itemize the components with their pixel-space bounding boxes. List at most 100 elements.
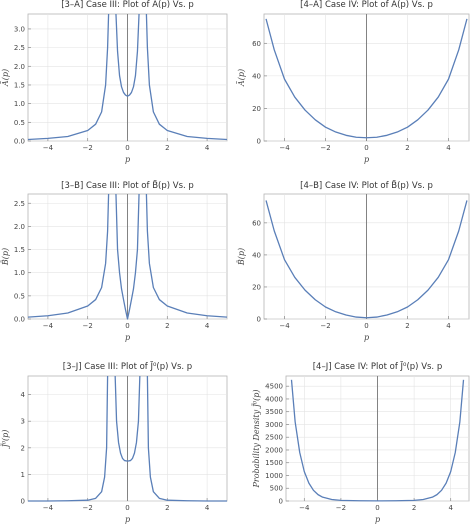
x-tick-label: −4: [43, 504, 54, 512]
x-axis-label: p: [125, 333, 130, 342]
y-tick-label: 4000: [265, 395, 283, 403]
y-tick-label: 2: [21, 444, 25, 452]
x-tick-label: 4: [448, 504, 453, 512]
x-tick-label: −2: [320, 144, 330, 152]
chart-title: [3–J] Case III: Plot of J̃⁰(p) Vs. p: [63, 360, 192, 372]
y-axis-label: Ã(p): [1, 69, 10, 87]
y-tick-label: 0.0: [14, 138, 25, 146]
y-tick-label: 2.5: [14, 44, 25, 52]
y-tick-label: 60: [252, 219, 261, 227]
chart-3a: −4 −2 0 2 4 0.0 0.5 1.0 1.5 2.0 2.5 3.0 [3–A] Case I…: [1, 0, 228, 164]
y-tick-label: 2500: [265, 434, 283, 442]
y-tick-label: 1: [21, 471, 25, 479]
y-tick-label: 3000: [265, 421, 283, 429]
chart-title: [3–A] Case III: Plot of Ã(p) Vs. p: [61, 0, 194, 10]
x-tick-label: 4: [205, 322, 210, 330]
x-tick-label: 4: [446, 144, 451, 152]
y-tick-label: 0: [257, 138, 261, 146]
y-tick-label: 60: [252, 40, 261, 48]
x-tick-label: −2: [83, 504, 93, 512]
x-tick-label: 2: [165, 504, 169, 512]
x-axis-label: p: [125, 515, 130, 524]
y-tick-label: 40: [252, 72, 261, 80]
chart-3b: −4 −2 0 2 4 0.0 0.5 1.0 1.5 2.0 2.5 [3–B] Case III:…: [1, 179, 228, 342]
x-axis-label: p: [364, 155, 369, 164]
series-line-1: [27, 13, 110, 141]
y-tick-label: 20: [252, 105, 261, 113]
x-tick-label: 2: [165, 144, 169, 152]
y-tick-label: 1.5: [14, 246, 25, 254]
x-tick-label: 2: [405, 144, 409, 152]
x-tick-label: 2: [405, 322, 409, 330]
y-tick-label: 0.0: [14, 316, 25, 324]
y-tick-label: 3500: [265, 408, 283, 416]
y-tick-label: 20: [252, 283, 261, 291]
y-tick-label: 2.0: [14, 63, 25, 71]
y-tick-label: 500: [270, 485, 283, 493]
x-tick-label: 2: [165, 322, 169, 330]
x-tick-label: 0: [364, 322, 368, 330]
y-tick-label: 2.0: [14, 223, 25, 231]
chart-title: [4–B] Case IV: Plot of B̃(p) Vs. p: [300, 179, 433, 191]
x-tick-label: −4: [279, 322, 290, 330]
x-axis-label: p: [125, 155, 130, 164]
y-tick-label: 1.5: [14, 81, 25, 89]
y-tick-label: 1.0: [14, 269, 25, 277]
y-tick-label: 0.5: [14, 119, 25, 127]
series-line-1: [28, 375, 109, 502]
x-tick-label: 0: [375, 504, 379, 512]
y-tick-label: 0.5: [14, 292, 25, 300]
y-axis-label: B̃(p): [1, 248, 10, 266]
y-tick-label: 2000: [265, 446, 283, 454]
y-tick-label: 40: [252, 251, 261, 259]
y-tick-label: 2.5: [14, 200, 25, 208]
x-tick-label: 4: [205, 504, 210, 512]
x-tick-label: −2: [320, 322, 330, 330]
y-axis-label: Ã(p): [237, 69, 246, 87]
y-tick-label: 0: [21, 498, 25, 506]
x-tick-label: 0: [125, 504, 129, 512]
y-axis-label: Probability Density J̃⁰(p): [252, 389, 261, 488]
series-line-2: [115, 193, 140, 320]
x-tick-label: 0: [125, 144, 129, 152]
x-tick-label: −4: [299, 504, 310, 512]
y-tick-label: 3: [21, 418, 25, 426]
series-line-2: [114, 375, 141, 462]
series-line-1: [290, 379, 465, 502]
series-line-3: [145, 13, 228, 141]
x-tick-label: 0: [125, 322, 129, 330]
chart-4j: −4 −2 0 2 4 0 500 1000 1500 2000 2500 3000 3500 4000 4…: [252, 360, 470, 524]
series-line-1: [265, 18, 468, 139]
x-tick-label: 4: [205, 144, 210, 152]
series-line-1: [27, 193, 110, 318]
y-tick-label: 4500: [265, 383, 283, 391]
x-tick-label: 2: [412, 504, 416, 512]
x-tick-label: 4: [446, 322, 451, 330]
y-axis-label: B̃(p): [237, 248, 246, 266]
x-tick-label: 0: [364, 144, 368, 152]
y-tick-label: 1000: [265, 472, 283, 480]
x-axis-label: p: [375, 515, 380, 524]
y-tick-label: 0: [257, 316, 261, 324]
y-tick-label: 4: [21, 391, 26, 399]
x-tick-label: −4: [43, 144, 54, 152]
y-tick-label: 1.0: [14, 100, 25, 108]
x-tick-label: −2: [83, 144, 93, 152]
series-line-2: [115, 13, 140, 97]
series-line-3: [145, 193, 228, 318]
x-axis-label: p: [364, 333, 369, 342]
series-line-3: [146, 375, 227, 502]
chart-title: [4–A] Case IV: Plot of Ã(p) Vs. p: [300, 0, 433, 10]
x-tick-label: −4: [43, 322, 54, 330]
series-line-1: [265, 200, 468, 319]
x-tick-label: −2: [336, 504, 346, 512]
y-tick-label: 3.0: [14, 25, 25, 33]
chart-title: [4–J] Case IV: Plot of J̃⁰(p) Vs. p: [313, 360, 443, 372]
chart-3j: −4 −2 0 2 4 0 1 2 3 4 [3–J] Case III: Plot of J̃⁰(…: [1, 360, 228, 524]
x-tick-label: −4: [279, 144, 290, 152]
y-tick-label: 1500: [265, 459, 283, 467]
y-axis-label: J̃⁰(p): [1, 430, 10, 450]
